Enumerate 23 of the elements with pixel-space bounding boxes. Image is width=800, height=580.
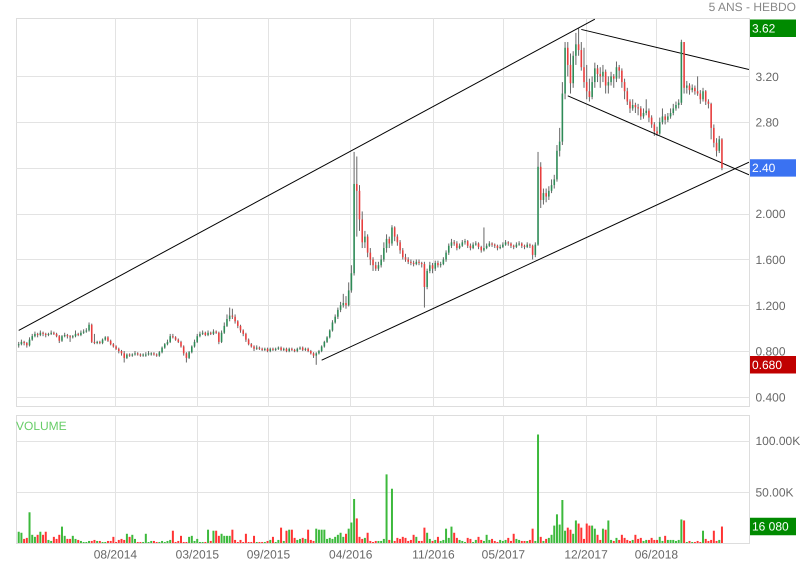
y-tick-label: 50.00K bbox=[756, 485, 794, 500]
x-tick-label: 12/2017 bbox=[564, 548, 608, 562]
y-tick-label: 0.400 bbox=[756, 390, 786, 404]
text: 2.40 bbox=[752, 160, 776, 175]
x-tick-label: 08/2014 bbox=[94, 548, 138, 562]
text: 3.62 bbox=[752, 21, 776, 36]
x-tick-label: 09/2015 bbox=[246, 548, 290, 562]
y-tick-label: 1.200 bbox=[756, 298, 786, 313]
x-tick-label: 05/2017 bbox=[482, 548, 526, 562]
y-tick-label: 100.00K bbox=[756, 434, 800, 448]
y-tick-label: 1.600 bbox=[756, 253, 786, 267]
text: 16 080 bbox=[752, 520, 790, 534]
text: 0.680 bbox=[752, 358, 782, 372]
y-tick-label: 0.800 bbox=[756, 344, 786, 359]
chart-subtitle: 5 ANS - HEBDO bbox=[708, 0, 796, 14]
y-tick-label: 2.80 bbox=[756, 116, 780, 130]
chart-title: VOLUME bbox=[16, 419, 67, 433]
x-tick-label: 04/2016 bbox=[329, 548, 373, 562]
y-tick-label: 2.000 bbox=[756, 207, 786, 222]
x-tick-label: 03/2015 bbox=[176, 548, 220, 562]
x-tick-label: 11/2016 bbox=[412, 548, 455, 562]
x-tick-label: 06/2018 bbox=[634, 548, 678, 562]
y-tick-label: 3.20 bbox=[756, 70, 780, 84]
